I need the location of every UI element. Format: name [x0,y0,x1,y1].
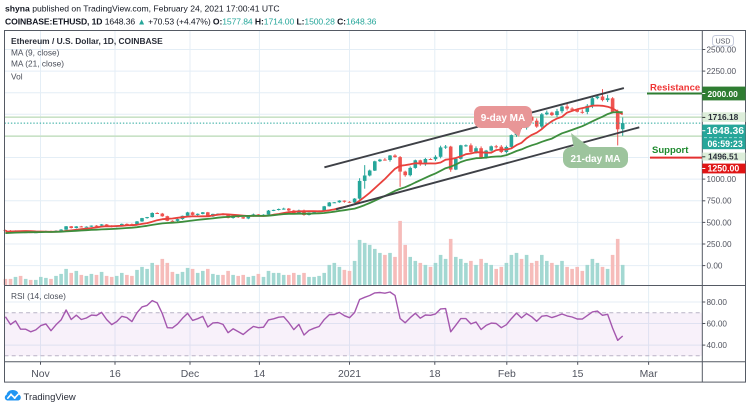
svg-text:shyna published on TradingView: shyna published on TradingView.com, Febr… [5,4,280,14]
svg-text:Mar: Mar [640,369,658,380]
svg-text:USD: USD [716,39,731,46]
svg-text:16: 16 [109,369,121,380]
svg-text:Nov: Nov [31,369,50,380]
svg-text:9-day MA: 9-day MA [481,113,525,124]
svg-text:15: 15 [572,369,584,380]
svg-text:1716.18: 1716.18 [708,112,739,122]
svg-text:06:59:23: 06:59:23 [708,139,743,149]
svg-text:1648.36: 1648.36 [707,126,745,137]
svg-text:Ethereum / U.S. Dollar, 1D, CO: Ethereum / U.S. Dollar, 1D, COINBASE [11,36,163,46]
svg-text:MA (21, close): MA (21, close) [11,59,64,69]
svg-text:500.00: 500.00 [707,218,732,227]
svg-text:21-day MA: 21-day MA [570,154,620,165]
svg-text:14: 14 [254,369,266,380]
svg-text:RSI (14, close): RSI (14, close) [11,291,66,301]
svg-text:1496.51: 1496.51 [708,152,739,162]
svg-text:0.00: 0.00 [707,262,723,271]
svg-text:1000.00: 1000.00 [707,175,737,184]
svg-text:2021: 2021 [338,369,361,380]
svg-text:Vol: Vol [11,72,23,82]
svg-text:250.00: 250.00 [707,240,732,249]
svg-text:Feb: Feb [498,369,516,380]
svg-text:Support: Support [652,145,689,156]
svg-text:1250.00: 1250.00 [708,164,740,174]
svg-text:18: 18 [429,369,441,380]
svg-text:TradingView: TradingView [24,392,76,403]
svg-text:2500.00: 2500.00 [707,45,737,54]
svg-text:2000.00: 2000.00 [708,89,739,99]
svg-text:COINBASE:ETHUSD, 1D 1648.36 ▲: COINBASE:ETHUSD, 1D 1648.36 ▲ +70.53 (+4… [5,17,377,27]
svg-text:2250.00: 2250.00 [707,67,737,76]
svg-text:40.00: 40.00 [707,341,728,350]
svg-text:80.00: 80.00 [707,298,728,307]
svg-text:Resistance: Resistance [650,83,700,94]
svg-text:MA (9, close): MA (9, close) [11,48,60,58]
svg-text:60.00: 60.00 [707,319,728,328]
svg-text:Dec: Dec [181,369,199,380]
svg-text:750.00: 750.00 [707,197,732,206]
